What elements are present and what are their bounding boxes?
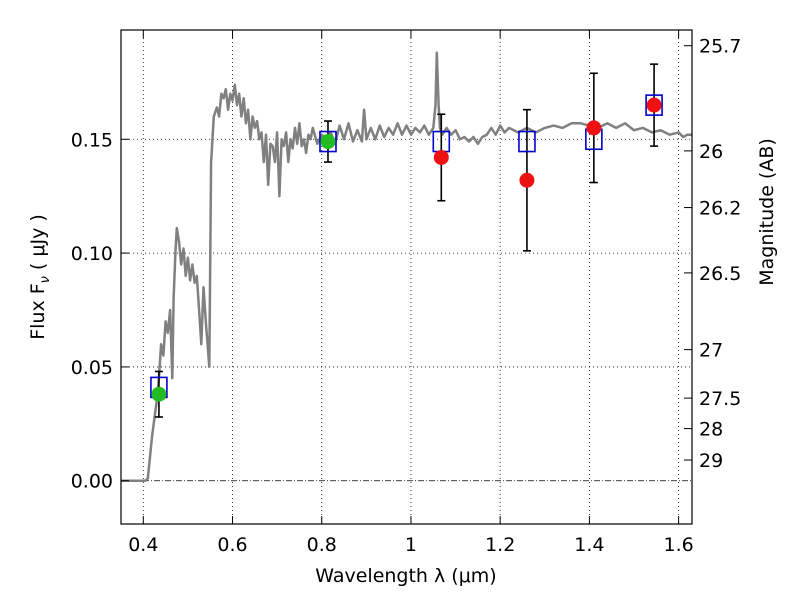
x-axis-label: Wavelength λ (μm) — [315, 565, 496, 587]
y2-tick-label: 26.2 — [699, 198, 741, 220]
y-axis-label-name: Flux F — [27, 283, 49, 339]
model-photometry-square — [319, 130, 337, 153]
y-axis-label-subscript: ν — [38, 276, 53, 283]
y2-tick-label: 27.5 — [699, 388, 741, 410]
x-axis-ticks: 0.4 0.6 0.8 1 1.2 1.4 1.6 — [128, 30, 694, 556]
y2-tick-label: 29 — [699, 450, 723, 472]
observed-photometry-point — [646, 97, 662, 113]
observed-photometry-point — [519, 172, 535, 188]
y2-axis-ticks: 25.7 26 26.2 26.5 27 27.5 28 29 — [684, 36, 741, 472]
y-axis-label-units: ( μJy ) — [27, 214, 49, 270]
observed-photometry-point — [151, 386, 167, 402]
y2-tick-label: 27 — [699, 340, 723, 362]
y-axis-label: Flux Fν ( μJy ) — [27, 214, 53, 340]
x-tick-label: 1.6 — [664, 534, 694, 556]
model-photometry-square — [645, 94, 663, 116]
observed-photometry-point — [320, 134, 336, 150]
y-axis-ticks: 0.00 0.05 0.10 0.15 — [71, 129, 129, 493]
y-tick-label: 0.00 — [71, 471, 113, 493]
y-tick-label: 0.05 — [71, 357, 113, 379]
y-axis-label-group: Flux Fν ( μJy ) — [27, 214, 53, 340]
y2-axis-label: Magnitude (AB) — [756, 138, 778, 286]
observed-photometry-markers — [151, 97, 662, 402]
model-spectrum-line — [121, 51, 692, 482]
y2-tick-label: 26.5 — [699, 263, 741, 285]
observed-photometry-point — [586, 120, 602, 136]
x-tick-label: 1 — [405, 534, 417, 556]
x-tick-label: 0.8 — [307, 534, 337, 556]
y-tick-label: 0.15 — [71, 129, 113, 151]
model-photometry-square — [518, 130, 536, 153]
x-tick-label: 1.4 — [574, 534, 604, 556]
y-tick-label: 0.10 — [71, 243, 113, 265]
observed-photometry-point — [433, 149, 449, 165]
y2-tick-label: 28 — [699, 419, 723, 441]
x-tick-label: 0.4 — [128, 534, 158, 556]
plot-frame — [120, 29, 693, 525]
x-tick-label: 0.6 — [217, 534, 247, 556]
y2-tick-label: 26 — [699, 141, 723, 163]
x-tick-label: 1.2 — [485, 534, 515, 556]
y2-tick-label: 25.7 — [699, 36, 741, 58]
